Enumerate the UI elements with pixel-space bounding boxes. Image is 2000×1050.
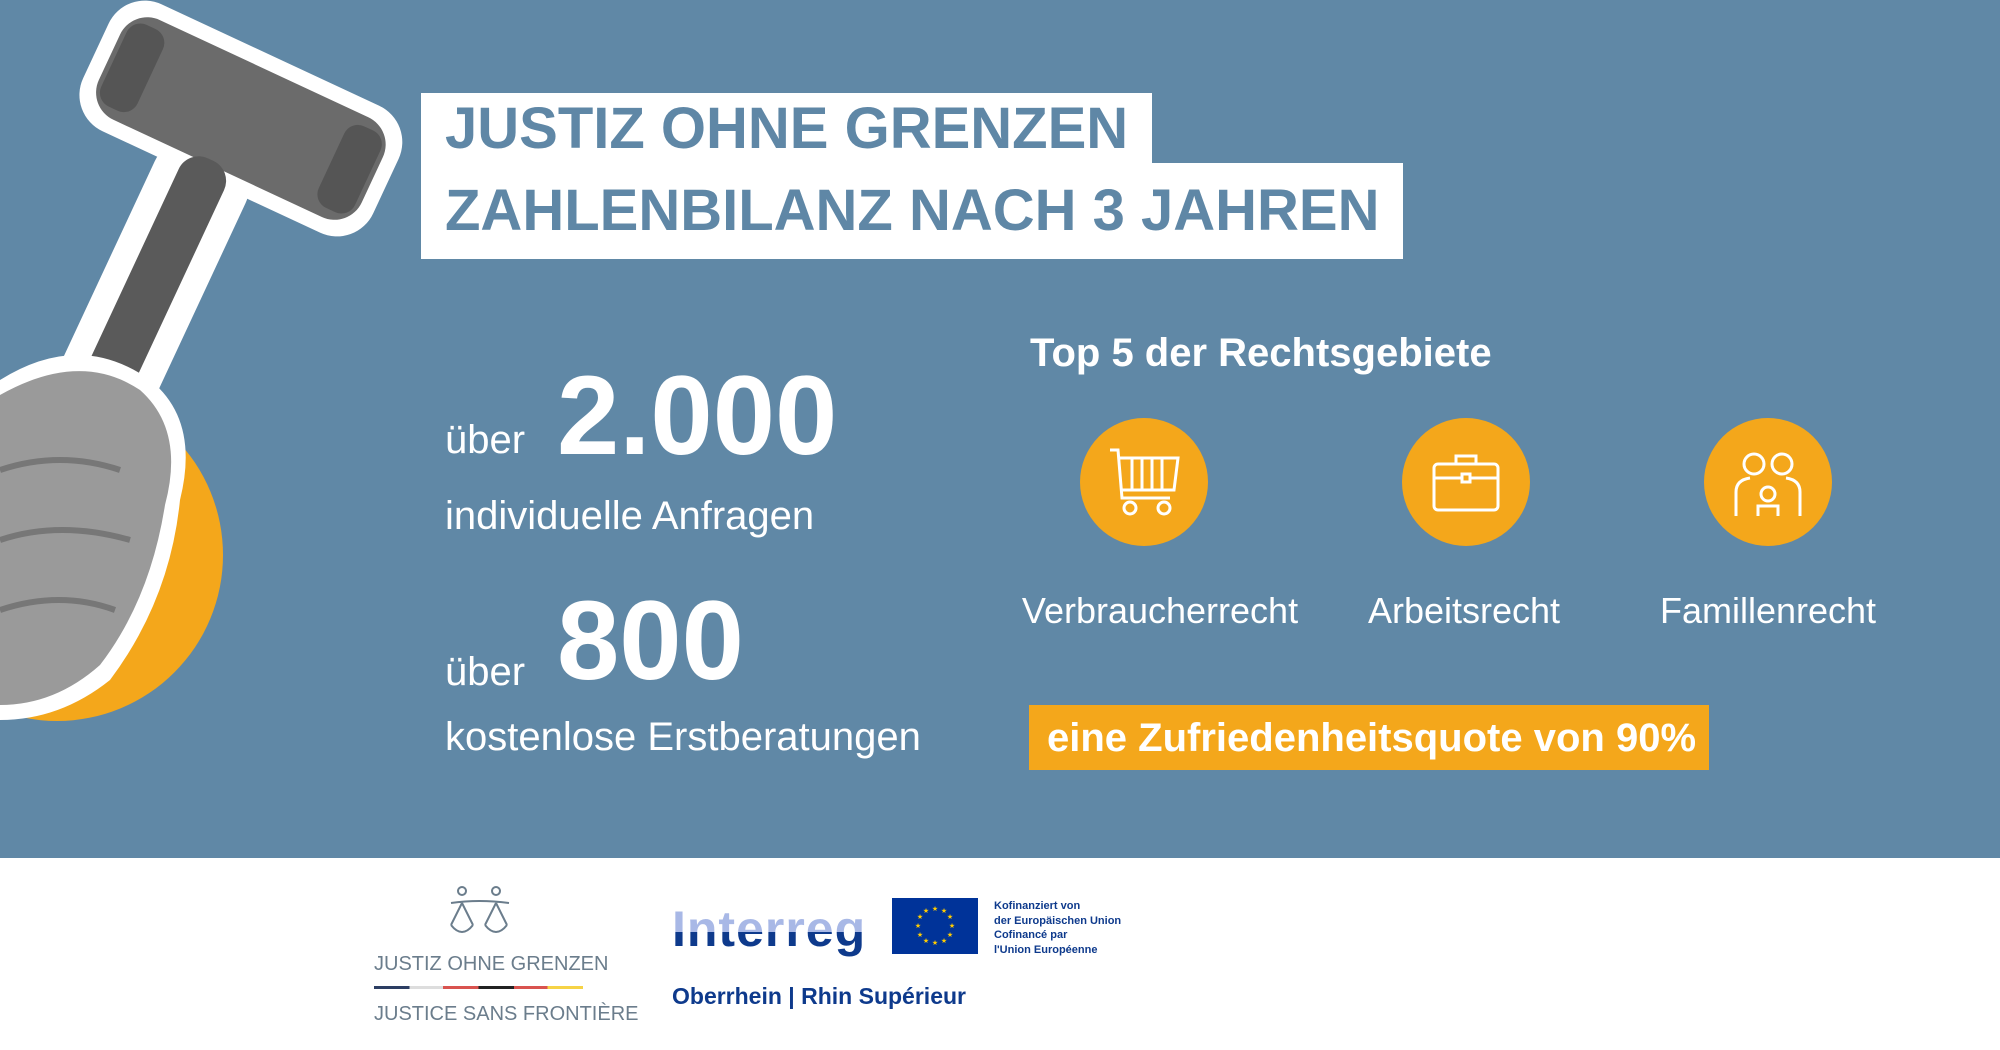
- area-label: Arbeitsrecht: [1367, 590, 1561, 631]
- eu-line: l'Union Européenne: [994, 943, 1098, 956]
- svg-text:★: ★: [915, 922, 921, 930]
- top-areas-heading: Top 5 der Rechtsgebiete: [1030, 331, 1492, 375]
- svg-text:★: ★: [917, 931, 923, 939]
- area-label: Verbraucherrecht: [1021, 590, 1299, 631]
- eu-flag-icon: ★ ★ ★ ★ ★ ★ ★ ★ ★ ★ ★ ★: [892, 898, 978, 954]
- svg-text:★: ★: [932, 905, 938, 913]
- svg-text:★: ★: [941, 907, 947, 915]
- family-icon: [1704, 418, 1832, 546]
- gavel-hand-illustration: [0, 0, 403, 721]
- eu-line: Kofinanziert von: [994, 900, 1081, 912]
- interreg-logo: Interreg: [672, 901, 867, 957]
- svg-text:★: ★: [941, 937, 947, 945]
- eu-line: Cofinancé par: [994, 929, 1068, 941]
- svg-text:★: ★: [949, 922, 955, 930]
- svg-text:★: ★: [917, 913, 923, 921]
- stat-value: 800: [557, 578, 744, 703]
- svg-text:★: ★: [932, 939, 938, 947]
- flag-divider: [374, 986, 583, 989]
- svg-text:★: ★: [947, 913, 953, 921]
- eu-cofunding-text: Kofinanziert von der Europäischen Union …: [994, 899, 1121, 957]
- stat-prefix: über: [445, 418, 526, 462]
- region-text: Oberrhein | Rhin Supérieur: [672, 983, 966, 1009]
- svg-text:★: ★: [923, 907, 929, 915]
- eu-line: der Europäischen Union: [994, 914, 1122, 927]
- title-line-2: ZAHLENBILANZ NACH 3 JAHREN: [421, 163, 1404, 259]
- stat-label: kostenlose Erstberatungen: [445, 715, 921, 759]
- stat-value: 2.000: [557, 353, 838, 478]
- title-line-1: JUSTIZ OHNE GRENZEN: [421, 93, 1153, 165]
- logo-text-de: JUSTIZ OHNE GRENZEN: [374, 953, 609, 975]
- svg-text:★: ★: [923, 937, 929, 945]
- shopping-cart-icon: [1080, 418, 1208, 546]
- scales-logo-icon: [450, 886, 510, 933]
- area-label: Famillenrecht: [1659, 590, 1877, 631]
- stat-label: individuelle Anfragen: [445, 494, 815, 538]
- svg-text:★: ★: [947, 931, 953, 939]
- logo-text-fr: JUSTICE SANS FRONTIÈRE: [374, 1003, 639, 1025]
- satisfaction-badge: eine Zufriedenheitsquote von 90%: [1029, 705, 1709, 770]
- stat-prefix: über: [445, 650, 526, 694]
- briefcase-icon: [1402, 418, 1530, 546]
